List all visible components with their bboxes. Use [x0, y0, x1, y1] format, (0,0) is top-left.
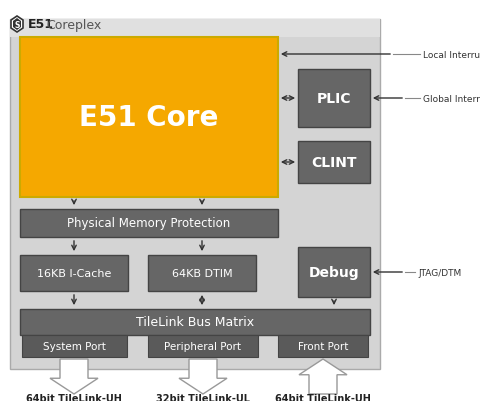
Text: 32bit TileLink-UL: 32bit TileLink-UL	[156, 393, 250, 401]
Text: E51: E51	[28, 18, 54, 31]
Text: PLIC: PLIC	[317, 92, 351, 106]
Polygon shape	[179, 359, 227, 394]
Text: E51 Core: E51 Core	[79, 104, 219, 132]
Polygon shape	[50, 359, 98, 394]
Text: S: S	[14, 20, 20, 29]
Bar	[298, 247, 370, 297]
Bar	[20, 255, 128, 291]
Text: Debug: Debug	[309, 265, 360, 279]
Polygon shape	[299, 359, 347, 394]
Bar	[10, 20, 380, 369]
Text: Local Interrupts: Local Interrupts	[423, 51, 480, 59]
Bar	[148, 255, 256, 291]
Bar	[10, 20, 380, 38]
Text: Front Port: Front Port	[298, 341, 348, 351]
Bar	[148, 335, 258, 357]
Text: JTAG/DTM: JTAG/DTM	[418, 268, 461, 277]
Text: CLINT: CLINT	[311, 156, 357, 170]
Text: 16KB I-Cache: 16KB I-Cache	[37, 268, 111, 278]
Polygon shape	[13, 19, 21, 31]
Text: Physical Memory Protection: Physical Memory Protection	[67, 217, 230, 230]
Text: 64bit TileLink-UH: 64bit TileLink-UH	[275, 393, 371, 401]
Text: 64KB DTIM: 64KB DTIM	[172, 268, 232, 278]
Text: Global Interrupts: Global Interrupts	[423, 94, 480, 103]
Polygon shape	[11, 17, 23, 33]
Bar	[20, 309, 370, 335]
Text: TileLink Bus Matrix: TileLink Bus Matrix	[136, 316, 254, 329]
Bar	[298, 70, 370, 128]
Text: System Port: System Port	[43, 341, 106, 351]
Bar	[20, 209, 278, 237]
Text: Coreplex: Coreplex	[46, 18, 101, 31]
Text: 64bit TileLink-UH: 64bit TileLink-UH	[26, 393, 122, 401]
Bar	[298, 142, 370, 184]
Bar	[20, 38, 278, 198]
Text: Peripheral Port: Peripheral Port	[165, 341, 241, 351]
Bar	[22, 335, 127, 357]
Bar	[278, 335, 368, 357]
